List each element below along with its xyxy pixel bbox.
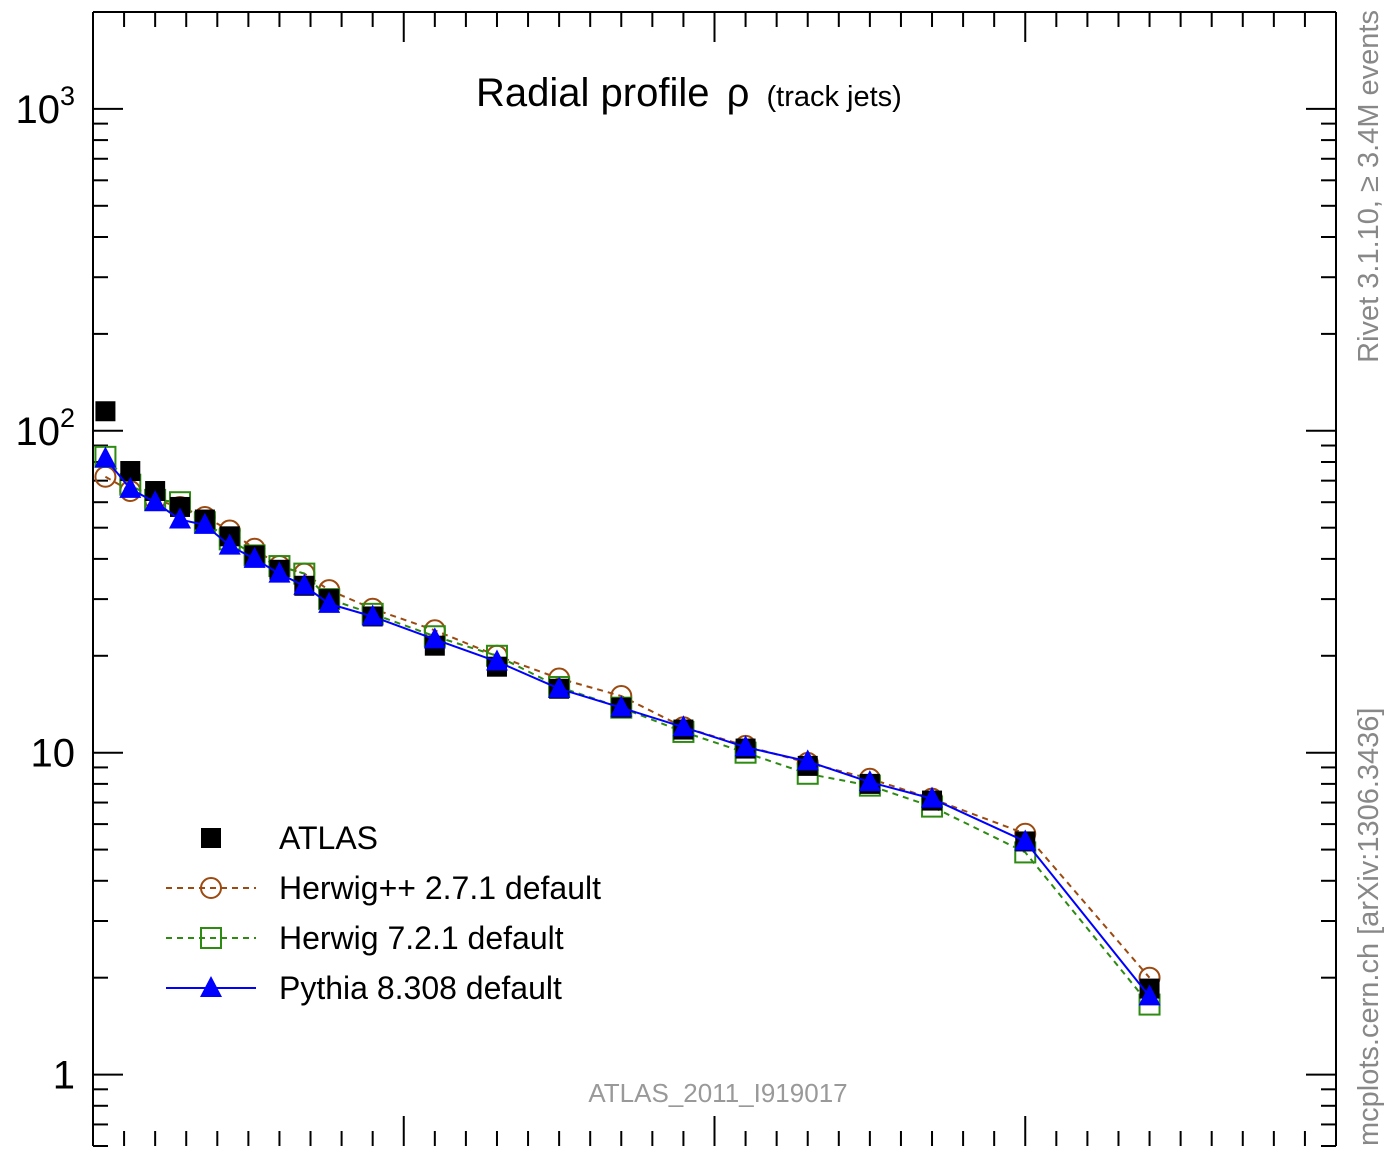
chart-title-main: Radial profile: [476, 71, 709, 115]
legend-item: Pythia 8.308 default: [166, 970, 562, 1006]
data-point: [423, 627, 446, 649]
legend-label: Pythia 8.308 default: [279, 970, 562, 1006]
data-point: [193, 512, 216, 534]
legend-label: ATLAS: [279, 820, 378, 856]
data-point: [610, 695, 633, 717]
chart-title-symbol: ρ: [727, 71, 750, 115]
data-point: [858, 770, 881, 792]
analysis-watermark: ATLAS_2011_I919017: [588, 1078, 847, 1108]
legend: ATLAS Herwig++ 2.7.1 default Herwig 7.2.1 …: [166, 820, 601, 1006]
y-tick-label: 102: [15, 403, 75, 454]
y-tick-label: 1: [53, 1054, 75, 1098]
rivet-version-label: Rivet 3.1.10, ≥ 3.4M events: [1353, 10, 1385, 363]
data-point: [169, 507, 192, 529]
data-point: [548, 676, 571, 698]
chart-title: Radial profile ρ (track jets): [476, 71, 902, 115]
y-tick-label: 10: [31, 732, 76, 776]
data-point: [1138, 984, 1161, 1006]
mcplots-credit-label: mcplots.cern.ch [arXiv:1306.3436]: [1353, 708, 1385, 1146]
data-point: [796, 749, 819, 771]
chart-title-sub: (track jets): [766, 81, 901, 113]
series-line: [104, 456, 1151, 1006]
data-point: [119, 476, 142, 498]
legend-label: Herwig++ 2.7.1 default: [279, 870, 601, 906]
data-point: [144, 490, 167, 512]
legend-marker: [200, 976, 222, 997]
data-point: [170, 496, 191, 517]
legend-marker: [201, 828, 221, 848]
data-point: [1014, 829, 1037, 851]
legend-item: Herwig++ 2.7.1 default: [166, 870, 601, 906]
legend-label: Herwig 7.2.1 default: [279, 920, 564, 956]
data-point: [95, 401, 116, 422]
data-point: [485, 649, 508, 671]
axis-ticks: [92, 11, 1337, 1147]
series-dashed-square: [94, 445, 1161, 1016]
data-point: [734, 735, 757, 757]
legend-marker: [200, 927, 222, 949]
legend-item: Herwig 7.2.1 default: [166, 920, 564, 956]
data-point: [94, 446, 117, 468]
data-point: [243, 546, 266, 568]
data-point: [318, 591, 341, 613]
series-solid-triangle: [94, 446, 1161, 1006]
series-layer: [94, 401, 1161, 1016]
data-point: [120, 461, 141, 482]
data-point: [218, 533, 241, 555]
series-data: [95, 401, 1160, 999]
data-point: [268, 561, 291, 583]
series-line: [104, 457, 1151, 998]
data-point: [672, 715, 695, 737]
legend-marker: [200, 877, 222, 899]
y-tick-label: 103: [15, 81, 75, 132]
data-point: [293, 573, 316, 595]
legend-item: ATLAS: [201, 820, 378, 856]
data-point: [361, 604, 384, 626]
data-point: [921, 786, 944, 808]
